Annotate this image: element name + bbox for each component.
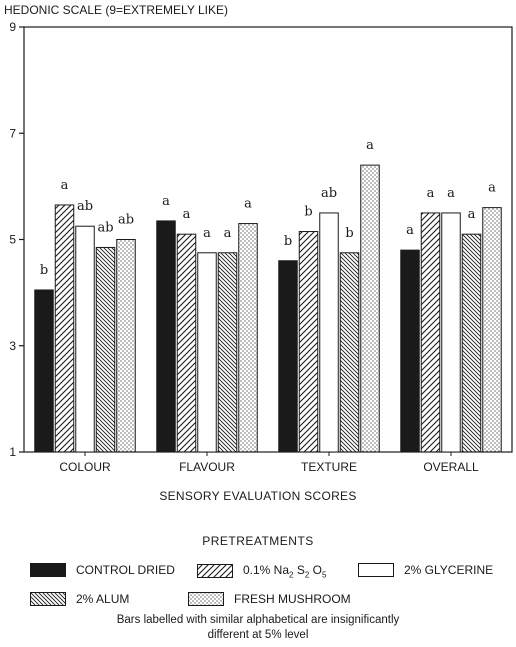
legend-title: PRETREATMENTS	[202, 534, 314, 548]
significance-label: ab	[321, 186, 337, 201]
significance-label: a	[224, 226, 232, 241]
bar-diagonal-2	[298, 231, 319, 453]
bar-solid-2	[278, 260, 298, 453]
x-tick-label: FLAVOUR	[179, 460, 235, 474]
significance-label: a	[406, 223, 414, 238]
legend-item-control-dried: CONTROL DRIED	[30, 563, 175, 577]
bar-blank-1	[197, 252, 217, 453]
bar-chart: HEDONIC SCALE (9=EXTREMELY LIKE) SENSORY…	[4, 3, 513, 503]
bar-dotted-1	[238, 223, 258, 453]
legend-item-sodium-metabisulphite: 0.1% Na2 S2 O5	[197, 563, 326, 579]
bar-solid-3	[400, 249, 420, 453]
bar-dotted-3	[482, 207, 502, 453]
significance-label: b	[40, 263, 48, 278]
legend-swatch-blank	[358, 563, 394, 577]
legend-label: 2% ALUM	[76, 592, 130, 606]
bar-dotted-0	[116, 239, 136, 453]
footnote-line-2: different at 5% level	[207, 629, 309, 641]
bar-crosshatch-2	[339, 252, 360, 453]
bar-diagonal-0	[54, 204, 75, 453]
significance-label: b	[304, 205, 312, 220]
significance-label: ab	[77, 199, 93, 214]
footnote-line-1: Bars labelled with similar alphabetical …	[116, 614, 400, 626]
x-tick-label: TEXTURE	[301, 460, 357, 474]
bar-crosshatch-1	[217, 252, 238, 453]
y-tick-label: 5	[9, 233, 16, 247]
significance-label: a	[468, 207, 476, 222]
y-tick-label: 3	[9, 339, 16, 353]
bars	[34, 164, 502, 453]
significance-label: a	[427, 186, 435, 201]
significance-label: a	[447, 186, 455, 201]
significance-label: a	[183, 207, 191, 222]
significance-label: a	[244, 197, 252, 212]
legend-swatch-dotted	[188, 592, 224, 606]
legend-item-fresh-mushroom: FRESH MUSHROOM	[188, 592, 351, 606]
bar-dotted-2	[360, 164, 380, 453]
legend-label: 2% GLYCERINE	[404, 563, 494, 577]
bar-solid-0	[34, 289, 54, 453]
y-tick-label: 9	[9, 20, 16, 34]
x-axis-label: SENSORY EVALUATION SCORES	[159, 489, 356, 503]
significance-label: b	[284, 234, 292, 249]
legend-swatch-crosshatch	[30, 592, 66, 606]
significance-label: a	[162, 194, 170, 209]
significance-label: a	[61, 178, 69, 193]
significance-label: b	[345, 226, 353, 241]
legend-swatch-solid	[30, 563, 66, 577]
y-axis-label: HEDONIC SCALE (9=EXTREMELY LIKE)	[4, 3, 228, 17]
bar-crosshatch-0	[95, 246, 116, 453]
x-axis: COLOUR FLAVOUR TEXTURE OVERALL	[59, 452, 479, 474]
legend-item-glycerine: 2% GLYCERINE	[358, 563, 493, 577]
legend-label: 0.1% Na2 S2 O5	[243, 563, 327, 580]
bar-blank-0	[75, 225, 95, 453]
legend-label: FRESH MUSHROOM	[234, 592, 351, 606]
significance-label: a	[366, 138, 374, 153]
legend-item-alum: 2% ALUM	[30, 592, 129, 606]
legend-label: CONTROL DRIED	[76, 563, 175, 577]
x-tick-label: COLOUR	[59, 460, 111, 474]
bar-blank-3	[441, 212, 461, 453]
significance-label: ab	[97, 220, 113, 235]
bar-crosshatch-3	[461, 233, 482, 453]
significance-label: a	[488, 181, 496, 196]
y-tick-label: 1	[9, 445, 16, 459]
significance-label: ab	[118, 213, 134, 228]
y-axis: 1 3 5 7 9	[9, 20, 24, 459]
legend-swatch-diagonal	[197, 564, 233, 579]
y-tick-label: 7	[9, 126, 16, 140]
bar-diagonal-3	[420, 212, 441, 453]
x-tick-label: OVERALL	[423, 460, 479, 474]
bar-diagonal-1	[176, 233, 197, 453]
footnote: Bars labelled with similar alphabetical …	[0, 613, 516, 643]
bar-blank-2	[319, 212, 339, 453]
significance-label: a	[203, 226, 211, 241]
bar-solid-1	[156, 220, 176, 453]
